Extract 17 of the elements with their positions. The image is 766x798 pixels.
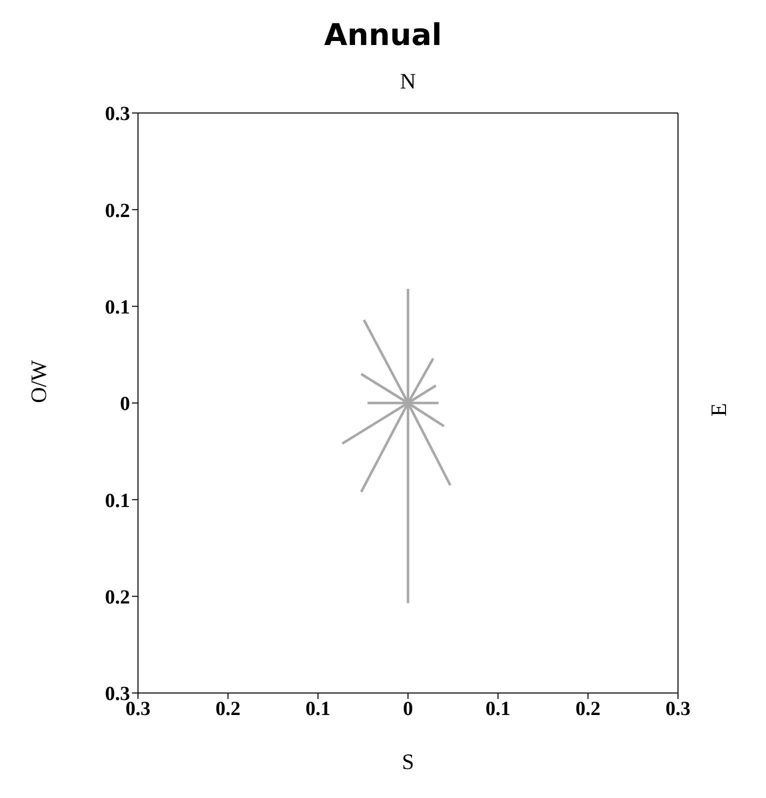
- y-tick-label: 0.1: [105, 490, 130, 512]
- chart-title: Annual: [323, 17, 443, 53]
- x-tick-label: 0.1: [486, 698, 510, 720]
- x-tick-label: 0: [403, 698, 413, 720]
- y-tick-label: 0.2: [105, 200, 130, 222]
- x-tick-label: 0.1: [306, 698, 330, 720]
- x-tick-label: 0.2: [576, 698, 600, 720]
- y-tick-label: 0: [120, 393, 130, 416]
- x-axis-title: S: [402, 749, 414, 774]
- x-tick-label: 0.2: [216, 698, 240, 720]
- y-axis-title: O/W: [26, 360, 51, 403]
- y-tick-label: 0.2: [105, 586, 130, 608]
- x-tick-label: 0.3: [666, 698, 690, 720]
- x2-axis-title: N: [400, 68, 416, 94]
- y-tick-label: 0.3: [105, 103, 130, 126]
- y2-axis-title: E: [706, 403, 731, 416]
- y-tick-label: 0.1: [105, 296, 130, 318]
